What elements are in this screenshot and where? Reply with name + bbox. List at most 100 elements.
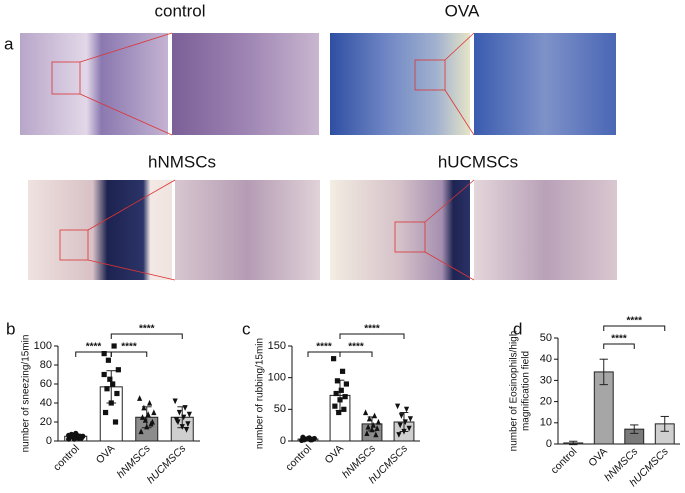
data-point xyxy=(114,390,120,397)
data-point xyxy=(369,426,375,433)
x-tick-label: control xyxy=(51,443,82,474)
data-point xyxy=(338,387,344,393)
data-point xyxy=(366,415,373,422)
data-point xyxy=(110,381,116,387)
y-tick-label: 10 xyxy=(540,417,552,429)
histology-image xyxy=(28,180,172,280)
data-point xyxy=(73,430,79,436)
significance-label: **** xyxy=(348,342,364,353)
significance-bracket xyxy=(603,343,635,349)
histology-image xyxy=(175,180,320,280)
data-point xyxy=(107,376,113,382)
data-point xyxy=(309,437,315,443)
histology-image xyxy=(172,33,319,135)
data-point xyxy=(374,425,380,431)
data-point xyxy=(104,386,110,392)
group-title: control xyxy=(154,1,205,20)
histology-image xyxy=(330,33,470,135)
x-tick-label: OVA xyxy=(322,443,346,467)
data-point xyxy=(105,357,112,363)
x-tick-label: OVA xyxy=(94,443,118,467)
histology-image xyxy=(20,33,168,135)
data-point xyxy=(332,403,338,409)
significance-bracket xyxy=(339,351,373,357)
x-tick-label: control xyxy=(283,443,314,474)
y-tick-label: 0 xyxy=(46,435,52,447)
data-point xyxy=(343,381,349,387)
data-point xyxy=(179,424,185,430)
group-title: hUCMSCs xyxy=(438,152,518,171)
data-point xyxy=(66,432,72,438)
data-point xyxy=(370,422,376,428)
y-axis-label: magnification field xyxy=(521,351,532,431)
data-point xyxy=(176,409,183,416)
data-point xyxy=(101,351,107,357)
data-point xyxy=(71,436,77,442)
data-point xyxy=(77,433,83,439)
data-point xyxy=(173,417,180,424)
significance-label: **** xyxy=(316,342,332,353)
significance-bracket xyxy=(339,333,405,339)
data-point xyxy=(406,425,412,432)
x-tick-label: hUCMSCs xyxy=(145,442,189,486)
data-point xyxy=(333,390,339,397)
data-point xyxy=(336,409,342,416)
data-point xyxy=(182,405,188,411)
data-point xyxy=(144,423,150,430)
significance-bracket xyxy=(603,325,666,331)
data-point xyxy=(342,394,348,400)
y-tick-label: 50 xyxy=(274,403,286,415)
error-bar xyxy=(660,415,669,432)
y-axis-label: number of sneezing/15min xyxy=(21,335,32,453)
panel-label: c xyxy=(242,319,251,338)
data-point xyxy=(145,411,151,417)
data-point xyxy=(186,411,192,418)
x-tick-label: OVA xyxy=(586,446,610,470)
y-tick-label: 20 xyxy=(40,416,52,428)
data-point xyxy=(181,414,187,421)
data-point xyxy=(111,343,117,349)
x-tick-label: control xyxy=(549,446,580,477)
data-point xyxy=(396,432,402,438)
y-tick-label: 80 xyxy=(40,359,52,371)
histology-image xyxy=(330,180,470,280)
data-point xyxy=(403,406,410,413)
significance-label: **** xyxy=(86,342,102,353)
data-point xyxy=(402,419,408,426)
data-point xyxy=(401,428,407,435)
data-point xyxy=(300,434,306,440)
data-point xyxy=(148,420,154,427)
data-point xyxy=(146,399,153,406)
zoom-lines xyxy=(51,32,475,281)
y-tick-label: 50 xyxy=(540,332,552,344)
significance-bracket xyxy=(110,333,183,339)
data-point xyxy=(337,397,343,403)
data-point xyxy=(363,409,369,416)
y-tick-label: 100 xyxy=(34,340,52,352)
y-tick-label: 0 xyxy=(280,435,286,447)
data-point xyxy=(115,367,121,373)
significance-label: **** xyxy=(626,316,642,327)
data-point xyxy=(139,414,146,420)
error-bar xyxy=(630,424,639,434)
significance-label: **** xyxy=(611,334,627,345)
data-point xyxy=(365,423,371,430)
data-point xyxy=(397,422,403,429)
data-point xyxy=(101,371,107,378)
y-tick-label: 40 xyxy=(40,397,52,409)
data-point xyxy=(373,431,379,438)
significance-label: **** xyxy=(139,324,155,335)
data-point xyxy=(142,417,148,423)
data-point xyxy=(375,418,381,425)
data-point xyxy=(395,403,401,410)
data-point xyxy=(112,419,119,425)
y-tick-label: 0 xyxy=(546,438,552,450)
data-point xyxy=(172,398,178,405)
data-point xyxy=(339,368,346,374)
panel-label: a xyxy=(4,34,14,53)
panel-label: d xyxy=(513,319,522,338)
data-point xyxy=(398,413,405,419)
significance-bracket xyxy=(110,351,148,357)
data-point xyxy=(331,356,337,362)
